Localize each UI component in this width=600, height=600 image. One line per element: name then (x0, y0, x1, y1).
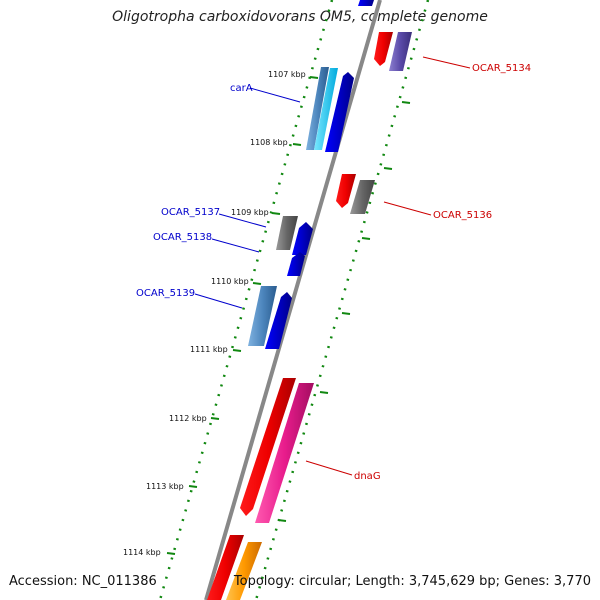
gene-carA-rna-block (306, 67, 354, 152)
tick-1109: 1109 kbp (231, 208, 281, 217)
gene-OCAR_5136[interactable] (336, 174, 375, 214)
tick-1114: 1114 kbp (123, 548, 176, 557)
tick-1111: 1111 kbp (190, 345, 242, 354)
reverse-track-ticks (277, 101, 411, 522)
topology-summary: Topology: circular; Length: 3,745,629 bp… (233, 574, 591, 589)
gene-bottom-orange (226, 542, 262, 600)
gene-label-dnaG: dnaG (354, 471, 381, 482)
reverse-track-dotted (254, 0, 430, 600)
label-OCAR_5138[interactable]: OCAR_5138 (153, 232, 260, 253)
gene-OCAR_5137-cds (292, 222, 313, 255)
gene-label-OCAR_5139: OCAR_5139 (136, 288, 195, 299)
tick-1108: 1108 kbp (250, 138, 302, 147)
gene-dnaG-cds (240, 378, 296, 516)
label-OCAR_5139[interactable]: OCAR_5139 (136, 288, 243, 309)
tick-label-1111: 1111 kbp (190, 345, 228, 354)
tick-1113: 1113 kbp (146, 482, 198, 491)
label-carA[interactable]: carA (230, 83, 301, 103)
tick-1107: 1107 kbp (268, 70, 319, 79)
gene-OCAR_5134-block (389, 32, 412, 71)
gene-OCAR_5134-cds (374, 32, 393, 66)
gene-OCAR_5136-cds (336, 174, 356, 208)
gene-carA-block-1 (306, 67, 329, 150)
gene-label-OCAR_5134: OCAR_5134 (472, 63, 531, 74)
gene-OCAR_5137-pseudo (276, 216, 298, 250)
gene-dnaG[interactable] (240, 378, 314, 523)
map-title: Oligotropha carboxidovorans OM5, complet… (112, 9, 488, 25)
tick-1110: 1110 kbp (211, 277, 262, 286)
tick-label-1113: 1113 kbp (146, 482, 184, 491)
tick-label-1107: 1107 kbp (268, 70, 306, 79)
forward-track-dotted (158, 0, 334, 600)
tick-1112: 1112 kbp (169, 414, 220, 423)
gene-dnaG-magenta (255, 383, 314, 523)
gene-label-OCAR_5137: OCAR_5137 (161, 207, 220, 218)
gene-OCAR_5139-cds (265, 292, 292, 349)
tick-label-1114: 1114 kbp (123, 548, 161, 557)
gene-OCAR_5134[interactable] (374, 32, 412, 71)
label-OCAR_5134[interactable]: OCAR_5134 (422, 56, 531, 74)
gene-OCAR_5138[interactable] (287, 252, 305, 276)
gene-OCAR_5139[interactable] (248, 286, 292, 349)
gene-top-forward-fragment (358, 0, 374, 6)
gene-label-OCAR_5136: OCAR_5136 (433, 210, 492, 221)
gene-OCAR_5139-rna (248, 286, 277, 346)
tick-label-1112: 1112 kbp (169, 414, 207, 423)
gene-OCAR_5137[interactable] (276, 216, 313, 255)
tick-label-1108: 1108 kbp (250, 138, 288, 147)
gene-carA-block-2 (314, 68, 338, 150)
label-OCAR_5137[interactable]: OCAR_5137 (161, 207, 267, 228)
label-dnaG[interactable]: dnaG (305, 460, 381, 482)
gene-carA-cds[interactable] (325, 72, 354, 152)
tick-label-1110: 1110 kbp (211, 277, 249, 286)
gene-label-OCAR_5138: OCAR_5138 (153, 232, 212, 243)
genome-backbone (204, 0, 382, 600)
tick-label-1109: 1109 kbp (231, 208, 269, 217)
label-OCAR_5136[interactable]: OCAR_5136 (383, 201, 492, 221)
gene-label-carA: carA (230, 83, 253, 94)
gene-OCAR_5136-pseudo (350, 180, 375, 214)
accession-text: Accession: NC_011386 (9, 574, 157, 589)
gene-bottom-red (207, 535, 244, 600)
